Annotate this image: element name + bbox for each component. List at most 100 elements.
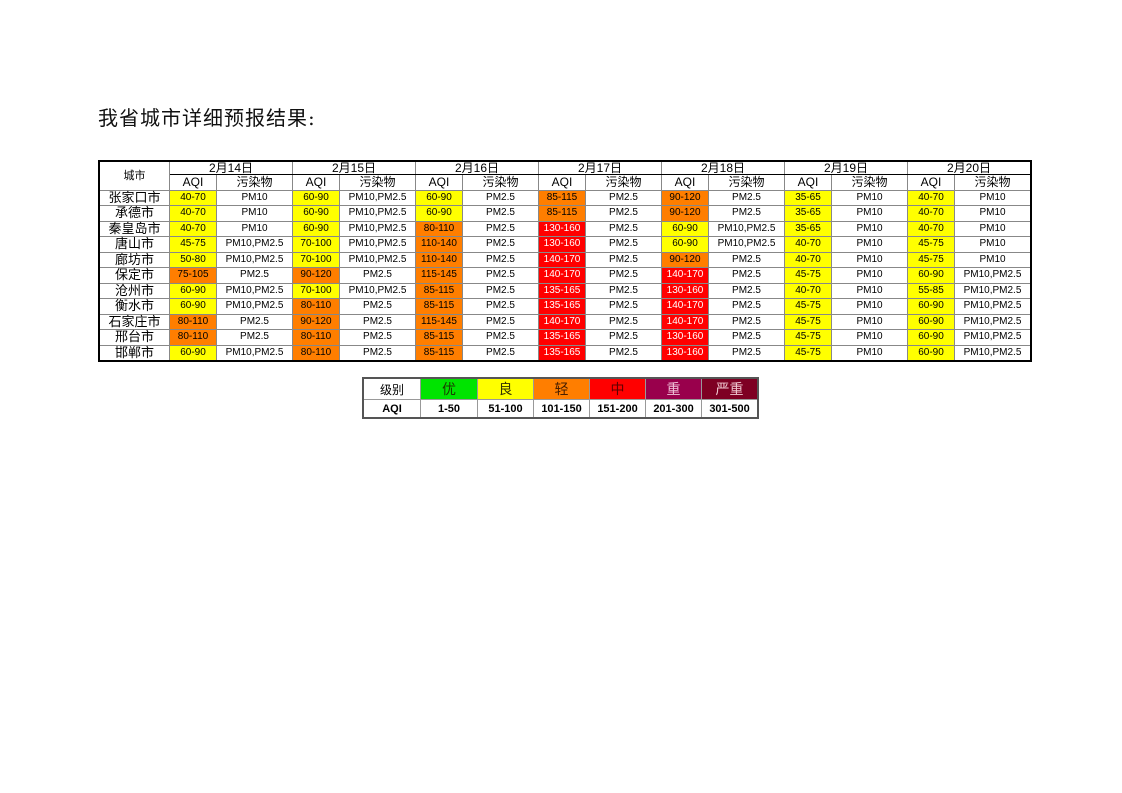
table-row: 承德市 40-70 PM10 60-90 PM10,PM2.5 60-90 PM2.5 85-… xyxy=(98,205,1032,222)
aqi-range-cell: 90-120 xyxy=(661,205,709,222)
aqi-range-cell: 60-90 xyxy=(907,329,955,346)
aqi-range-cell: 90-120 xyxy=(661,189,709,206)
pollutant-column-header: 污染物 xyxy=(585,174,662,191)
pollutant-cell: PM10 xyxy=(216,189,293,206)
pollutant-cell: PM2.5 xyxy=(585,220,662,237)
pollutant-cell: PM10 xyxy=(831,236,908,253)
pollutant-cell: PM2.5 xyxy=(462,236,539,253)
aqi-range-cell: 60-90 xyxy=(907,313,955,330)
aqi-range-cell: 85-115 xyxy=(415,344,463,362)
aqi-range-cell: 140-170 xyxy=(538,313,586,330)
legend-level-swatch: 轻 xyxy=(533,377,590,400)
pollutant-cell: PM10,PM2.5 xyxy=(708,220,785,237)
pollutant-cell: PM2.5 xyxy=(585,282,662,299)
legend-aqi-range: 101-150 xyxy=(533,399,590,419)
aqi-range-cell: 45-75 xyxy=(907,251,955,268)
aqi-column-header: AQI xyxy=(292,174,340,191)
pollutant-cell: PM2.5 xyxy=(462,313,539,330)
pollutant-cell: PM2.5 xyxy=(216,313,293,330)
legend-level-swatch: 中 xyxy=(589,377,646,400)
legend-aqi-range: 51-100 xyxy=(477,399,534,419)
pollutant-cell: PM10,PM2.5 xyxy=(954,344,1032,362)
pollutant-cell: PM2.5 xyxy=(216,267,293,284)
aqi-range-cell: 40-70 xyxy=(784,282,832,299)
pollutant-cell: PM10 xyxy=(831,329,908,346)
date-header: 2月16日 xyxy=(415,160,539,175)
aqi-range-cell: 40-70 xyxy=(784,251,832,268)
pollutant-cell: PM10 xyxy=(831,220,908,237)
legend-level-swatch: 良 xyxy=(477,377,534,400)
aqi-range-cell: 45-75 xyxy=(784,329,832,346)
pollutant-cell: PM10 xyxy=(954,236,1032,253)
pollutant-cell: PM10,PM2.5 xyxy=(954,282,1032,299)
legend-aqi-range: 1-50 xyxy=(420,399,478,419)
pollutant-cell: PM10 xyxy=(831,205,908,222)
aqi-range-cell: 130-160 xyxy=(538,220,586,237)
aqi-column-header: AQI xyxy=(169,174,217,191)
pollutant-cell: PM10,PM2.5 xyxy=(954,313,1032,330)
aqi-column-header: AQI xyxy=(538,174,586,191)
aqi-range-cell: 40-70 xyxy=(169,189,217,206)
aqi-range-cell: 60-90 xyxy=(661,220,709,237)
aqi-column-header: AQI xyxy=(784,174,832,191)
aqi-range-cell: 140-170 xyxy=(661,298,709,315)
aqi-range-cell: 80-110 xyxy=(169,313,217,330)
aqi-range-cell: 60-90 xyxy=(661,236,709,253)
aqi-range-cell: 135-165 xyxy=(538,282,586,299)
pollutant-cell: PM10,PM2.5 xyxy=(954,298,1032,315)
legend-level-swatch: 重 xyxy=(645,377,702,400)
date-header: 2月14日 xyxy=(169,160,293,175)
pollutant-cell: PM10,PM2.5 xyxy=(339,251,416,268)
aqi-range-cell: 40-70 xyxy=(907,205,955,222)
aqi-range-cell: 135-165 xyxy=(538,329,586,346)
aqi-range-cell: 80-110 xyxy=(169,329,217,346)
city-name: 秦皇岛市 xyxy=(98,220,170,237)
pollutant-cell: PM10 xyxy=(216,220,293,237)
aqi-range-cell: 130-160 xyxy=(538,236,586,253)
pollutant-cell: PM2.5 xyxy=(708,313,785,330)
pollutant-cell: PM2.5 xyxy=(708,298,785,315)
aqi-range-cell: 115-145 xyxy=(415,313,463,330)
pollutant-cell: PM10 xyxy=(831,313,908,330)
legend-level-swatch: 优 xyxy=(420,377,478,400)
aqi-range-cell: 130-160 xyxy=(661,329,709,346)
legend-aqi-header: AQI xyxy=(362,399,421,419)
pollutant-cell: PM2.5 xyxy=(462,220,539,237)
pollutant-cell: PM2.5 xyxy=(216,329,293,346)
aqi-range-cell: 45-75 xyxy=(784,267,832,284)
date-header: 2月19日 xyxy=(784,160,908,175)
city-name: 石家庄市 xyxy=(98,313,170,330)
aqi-range-cell: 135-165 xyxy=(538,344,586,362)
pollutant-cell: PM2.5 xyxy=(708,282,785,299)
aqi-range-cell: 60-90 xyxy=(169,282,217,299)
forecast-table: 城市 2月14日 2月15日 2月16日 2月17日 2月18日 2月19日 2月20日 AQ… xyxy=(98,160,1032,362)
aqi-range-cell: 60-90 xyxy=(415,205,463,222)
aqi-range-cell: 60-90 xyxy=(292,189,340,206)
aqi-range-cell: 60-90 xyxy=(415,189,463,206)
pollutant-cell: PM2.5 xyxy=(708,329,785,346)
pollutant-cell: PM2.5 xyxy=(585,344,662,362)
pollutant-cell: PM10 xyxy=(831,189,908,206)
pollutant-cell: PM2.5 xyxy=(462,329,539,346)
pollutant-cell: PM2.5 xyxy=(585,251,662,268)
table-row: 沧州市 60-90 PM10,PM2.5 70-100 PM10,PM2.5 85-115… xyxy=(98,282,1032,299)
pollutant-cell: PM10,PM2.5 xyxy=(216,282,293,299)
aqi-column-header: AQI xyxy=(415,174,463,191)
pollutant-column-header: 污染物 xyxy=(831,174,908,191)
pollutant-cell: PM2.5 xyxy=(462,251,539,268)
pollutant-cell: PM10,PM2.5 xyxy=(339,282,416,299)
legend-level-header: 级别 xyxy=(362,377,421,400)
aqi-range-cell: 85-115 xyxy=(415,298,463,315)
pollutant-cell: PM10 xyxy=(954,205,1032,222)
legend-aqi-range: 201-300 xyxy=(645,399,702,419)
aqi-range-cell: 85-115 xyxy=(538,189,586,206)
aqi-range-cell: 140-170 xyxy=(661,313,709,330)
pollutant-cell: PM10 xyxy=(831,251,908,268)
aqi-range-cell: 110-140 xyxy=(415,236,463,253)
aqi-range-cell: 60-90 xyxy=(292,205,340,222)
legend-aqi-range: 151-200 xyxy=(589,399,646,419)
aqi-range-cell: 40-70 xyxy=(784,236,832,253)
pollutant-cell: PM10 xyxy=(216,205,293,222)
pollutant-cell: PM10 xyxy=(954,189,1032,206)
aqi-range-cell: 80-110 xyxy=(292,329,340,346)
